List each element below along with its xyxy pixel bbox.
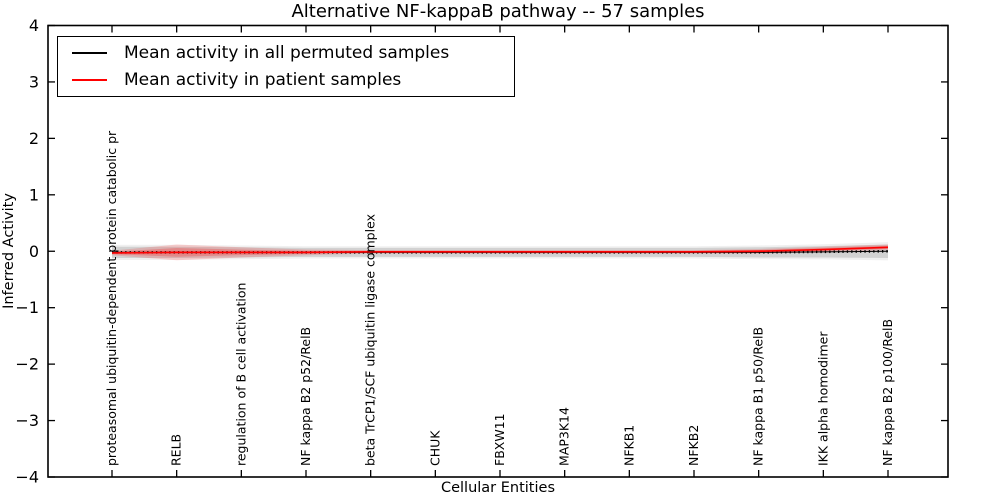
y-tick-label: −2: [15, 355, 39, 374]
x-category-label: FBXW11: [492, 413, 507, 466]
x-category-label: MAP3K14: [557, 407, 572, 466]
x-category-label: NFKB1: [621, 425, 636, 466]
chart-title: Alternative NF-kappaB pathway -- 57 samp…: [291, 1, 705, 22]
x-category-label: IKK alpha homodimer: [815, 331, 830, 466]
x-category-label: regulation of B cell activation: [233, 283, 248, 466]
legend-label-permuted: Mean activity in all permuted samples: [124, 43, 450, 64]
legend-box: Mean activity in all permuted samples Me…: [57, 36, 515, 97]
y-tick-label: −3: [15, 411, 39, 430]
legend-item-patient: Mean activity in patient samples: [72, 70, 514, 90]
y-axis-label: Inferred Activity: [1, 193, 17, 309]
x-axis-label: Cellular Entities: [440, 480, 556, 496]
x-category-label: CHUK: [427, 430, 442, 466]
x-category-label: NFKB2: [686, 425, 701, 466]
x-category-label: proteasomal ubiquitin-dependent protein …: [104, 130, 119, 466]
y-tick-label: −4: [15, 468, 39, 487]
y-tick-label: −1: [15, 298, 39, 317]
permuted-line-swatch: [72, 52, 107, 55]
x-category-label: NF kappa B2 p100/RelB: [880, 319, 895, 466]
legend-item-permuted: Mean activity in all permuted samples: [72, 43, 514, 63]
x-category-label: RELB: [169, 434, 184, 466]
y-tick-label: 2: [29, 129, 39, 148]
y-tick-label: 4: [29, 16, 39, 35]
patient-mean-line: [111, 246, 889, 254]
x-category-label: NF kappa B2 p52/RelB: [298, 327, 313, 466]
x-category-label: beta TrCP1/SCF ubiquitin ligase complex: [363, 214, 378, 466]
y-tick-label: 3: [29, 72, 39, 91]
y-tick-label: 0: [29, 242, 39, 261]
legend-label-patient: Mean activity in patient samples: [124, 69, 402, 90]
y-tick-label: 1: [29, 185, 39, 204]
patient-line-swatch: [72, 78, 107, 81]
x-category-label: NF kappa B1 p50/RelB: [751, 327, 766, 466]
